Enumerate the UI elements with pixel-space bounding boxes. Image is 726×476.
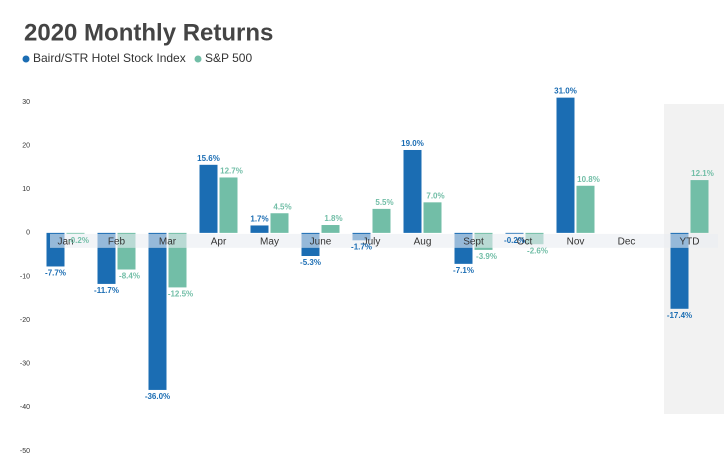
value-label: 4.5% <box>273 202 291 211</box>
bar <box>66 232 85 234</box>
chart-title: 2020 Monthly Returns <box>24 19 273 46</box>
y-tick-label: -10 <box>20 273 30 280</box>
y-tick-label: 10 <box>22 186 30 193</box>
x-tick-label: May <box>260 237 279 248</box>
x-tick-label: June <box>310 237 332 248</box>
bar <box>576 185 595 233</box>
y-tick-label: -20 <box>20 317 30 324</box>
bar <box>505 232 524 234</box>
value-label: -36.0% <box>145 392 170 401</box>
value-label: -17.4% <box>667 311 692 320</box>
legend-marker <box>194 55 202 63</box>
x-tick-label: Apr <box>211 237 227 248</box>
bar <box>321 225 340 233</box>
value-label: -0.2% <box>504 236 525 245</box>
legend-marker <box>22 55 30 63</box>
x-tick-label: July <box>363 237 381 248</box>
bar <box>199 164 218 233</box>
x-tick-label: Aug <box>414 237 432 248</box>
bar <box>556 97 575 233</box>
value-label: -0.2% <box>68 236 89 245</box>
x-tick-label: Nov <box>567 237 585 248</box>
value-label: -8.4% <box>119 272 140 281</box>
legend-label: Baird/STR Hotel Stock Index <box>33 51 186 65</box>
value-label: 12.7% <box>220 167 243 176</box>
y-tick-label: 20 <box>22 142 30 149</box>
bar <box>270 213 289 233</box>
y-tick-label: 0 <box>26 230 30 237</box>
value-label: 5.5% <box>375 198 393 207</box>
value-label: 1.8% <box>324 214 342 223</box>
bar <box>372 208 391 233</box>
value-label: 12.1% <box>691 169 714 178</box>
x-tick-label: Feb <box>108 237 126 248</box>
x-tick-label: Oct <box>517 237 533 248</box>
value-label: -7.1% <box>453 266 474 275</box>
bar <box>403 149 422 233</box>
bar <box>219 177 238 233</box>
y-tick-label: 30 <box>22 99 30 106</box>
x-tick-label: Jan <box>57 237 73 248</box>
value-label: -2.6% <box>527 246 548 255</box>
x-tick-label: Dec <box>618 237 636 248</box>
value-label: 31.0% <box>554 87 577 96</box>
value-label: -3.9% <box>476 252 497 261</box>
value-label: -11.7% <box>94 286 119 295</box>
x-tick-label: Mar <box>159 237 177 248</box>
x-tick-label: Sept <box>463 237 484 248</box>
bar <box>690 180 709 233</box>
y-tick-label: -30 <box>20 361 30 368</box>
legend-label: S&P 500 <box>205 51 252 65</box>
value-label: 19.0% <box>401 139 424 148</box>
value-label: 1.7% <box>250 215 268 224</box>
bar <box>250 225 269 233</box>
value-label: 7.0% <box>426 191 444 200</box>
y-tick-label: -40 <box>20 404 30 411</box>
bar <box>423 202 442 233</box>
value-label: -12.5% <box>168 290 193 299</box>
category-band <box>50 233 718 248</box>
value-label: -7.7% <box>45 269 66 278</box>
bar <box>670 232 689 309</box>
x-tick-label: YTD <box>680 237 700 248</box>
y-tick-label: -50 <box>20 448 30 455</box>
value-label: -1.7% <box>351 242 372 251</box>
bar <box>148 232 167 390</box>
value-label: 10.8% <box>577 175 600 184</box>
value-label: -5.3% <box>300 258 321 267</box>
value-label: 15.6% <box>197 154 220 163</box>
